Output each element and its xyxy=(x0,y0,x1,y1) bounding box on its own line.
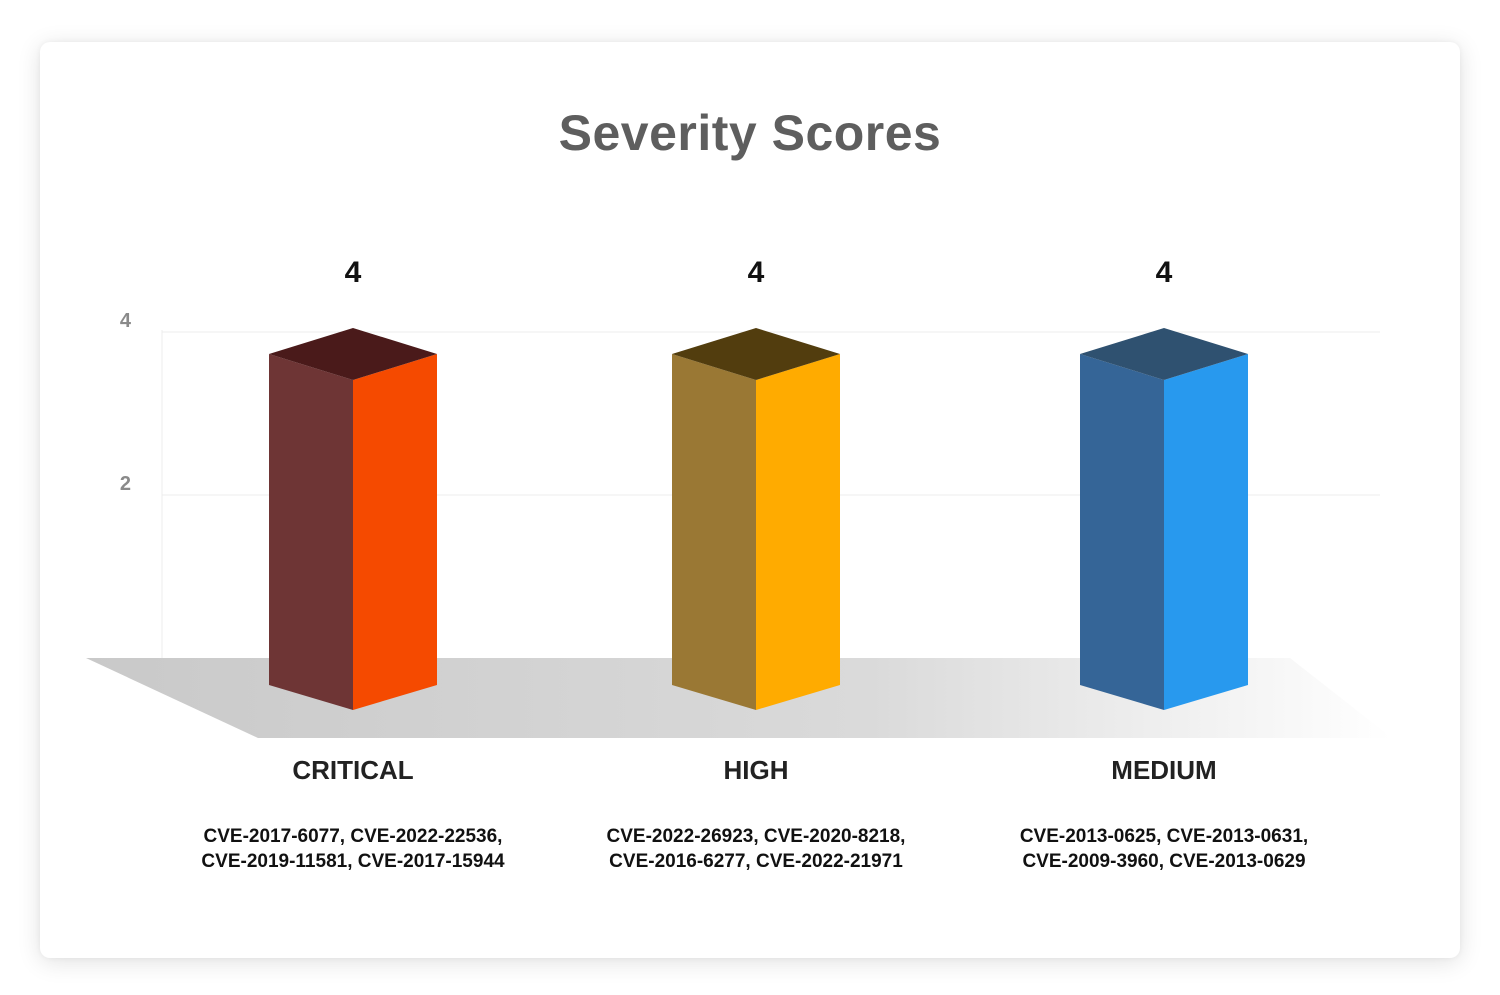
y-tick-label: 2 xyxy=(120,473,131,495)
bar-medium xyxy=(1080,328,1248,710)
bar-side-face xyxy=(1164,354,1248,710)
cve-list-medium: CVE-2013-0625, CVE-2013-0631, CVE-2009-39… xyxy=(964,824,1364,874)
bar-top-face xyxy=(672,328,840,380)
data-labels: 4 4 4 xyxy=(345,256,1173,289)
cve-list-high: CVE-2022-26923, CVE-2020-8218, CVE-2016-6… xyxy=(556,824,956,874)
bar-front-face xyxy=(672,354,756,710)
bar-side-face xyxy=(756,354,840,710)
bar-side-face xyxy=(353,354,437,710)
bar-top-face xyxy=(1080,328,1248,380)
cve-line: CVE-2009-3960, CVE-2013-0629 xyxy=(1022,851,1306,872)
cve-line: CVE-2019-11581, CVE-2017-15944 xyxy=(201,851,505,872)
y-tick-label: 4 xyxy=(120,310,132,332)
category-label: CRITICAL xyxy=(292,755,413,785)
bars xyxy=(269,328,1248,710)
category-label: HIGH xyxy=(724,755,789,785)
bar-critical xyxy=(269,328,437,710)
cve-line: CVE-2022-26923, CVE-2020-8218, xyxy=(606,826,906,847)
bar-high xyxy=(672,328,840,710)
data-label: 4 xyxy=(1156,256,1173,289)
cve-list-critical: CVE-2017-6077, CVE-2022-22536, CVE-2019-1… xyxy=(153,824,553,874)
cve-line: CVE-2017-6077, CVE-2022-22536, xyxy=(203,826,503,847)
cve-line: CVE-2016-6277, CVE-2022-21971 xyxy=(609,851,903,872)
data-label: 4 xyxy=(748,256,765,289)
cve-line: CVE-2013-0625, CVE-2013-0631, xyxy=(1019,826,1309,847)
category-label: MEDIUM xyxy=(1111,755,1216,785)
bar-front-face xyxy=(269,354,353,710)
bar-front-face xyxy=(1080,354,1164,710)
category-labels: CRITICAL HIGH MEDIUM xyxy=(292,755,1216,785)
chart-title: Severity Scores xyxy=(558,105,942,161)
y-axis-ticks: 24 xyxy=(120,310,132,495)
bar-top-face xyxy=(269,328,437,380)
data-label: 4 xyxy=(345,256,362,289)
